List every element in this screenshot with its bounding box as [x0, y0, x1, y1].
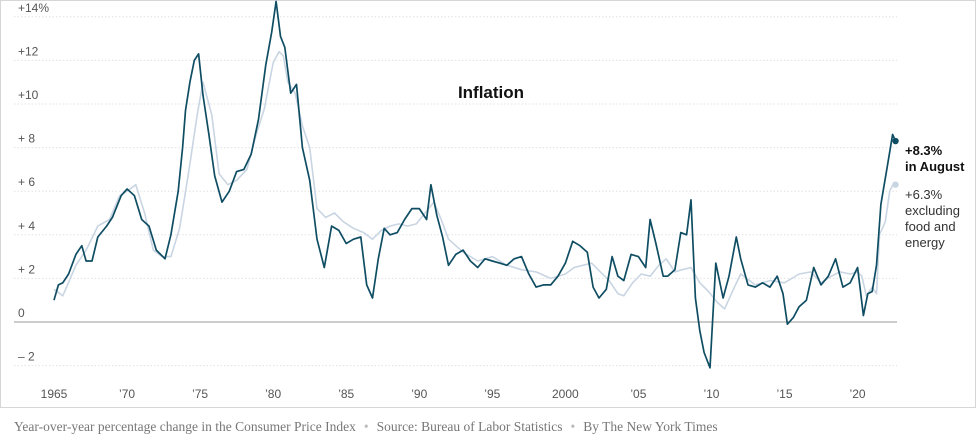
- x-tick-label: ’05: [630, 387, 646, 401]
- chart-footer: Year-over-year percentage change in the …: [14, 419, 718, 435]
- latest-main-value: +8.3%: [905, 143, 943, 158]
- y-tick-label: + 2: [18, 262, 35, 276]
- footer-separator: •: [363, 419, 369, 434]
- y-tick-label: +12: [18, 44, 39, 58]
- x-tick-label: ’20: [850, 387, 866, 401]
- latest-main-caption: in August: [905, 159, 965, 174]
- x-tick-label: ’85: [338, 387, 354, 401]
- x-tick-label: ’70: [119, 387, 135, 401]
- all-items-latest-point: [892, 137, 899, 145]
- y-tick-label: + 8: [18, 132, 35, 146]
- y-tick-label: + 4: [18, 219, 35, 233]
- y-tick-label: 0: [18, 306, 25, 320]
- y-tick-label: +14%: [18, 1, 49, 15]
- footer-separator: •: [570, 419, 576, 434]
- core-value-label: +6.3% excluding food and energy: [905, 187, 960, 250]
- latest-core-value: +6.3%: [905, 187, 943, 202]
- x-tick-label: ’10: [703, 387, 719, 401]
- series-line-all-items: [53, 0, 897, 369]
- y-axis-tick-labels: +14% +12 +10 + 8 + 6 + 4 + 2 0 – 2: [18, 1, 49, 364]
- y-tick-label: – 2: [18, 350, 35, 364]
- latest-value-label: +8.3% in August: [905, 143, 965, 174]
- x-axis-tick-labels: 1965 ’70 ’75 ’80 ’85 ’90 ’95 2000 ’05 ’10 ’15 ’20: [41, 387, 866, 401]
- y-tick-label: +10: [18, 88, 39, 102]
- inflation-chart: +14% +12 +10 + 8 + 6 + 4 + 2 0 – 2 1965 ’70 ’75 ’80…: [14, 0, 965, 401]
- gridlines: [14, 16, 897, 367]
- x-tick-label: 2000: [552, 387, 579, 401]
- footer-source: Source: Bureau of Labor Statistics: [376, 419, 563, 434]
- x-tick-label: 1965: [41, 387, 68, 401]
- latest-core-caption-1: excluding: [905, 203, 960, 218]
- x-tick-label: ’15: [776, 387, 792, 401]
- footer-caption: Year-over-year percentage change in the …: [14, 419, 356, 434]
- x-tick-label: ’80: [265, 387, 281, 401]
- x-tick-label: ’90: [411, 387, 427, 401]
- y-tick-label: + 6: [18, 175, 35, 189]
- chart-frame: [0, 0, 976, 408]
- series-lines: [53, 0, 899, 369]
- latest-core-caption-2: food and: [905, 219, 956, 234]
- core-latest-point: [892, 181, 899, 188]
- footer-credit: By The New York Times: [583, 419, 718, 434]
- series-line-core: [53, 50, 897, 310]
- latest-core-caption-3: energy: [905, 235, 945, 250]
- x-tick-label: ’95: [484, 387, 500, 401]
- chart-title: Inflation: [458, 83, 524, 102]
- x-tick-label: ’75: [192, 387, 208, 401]
